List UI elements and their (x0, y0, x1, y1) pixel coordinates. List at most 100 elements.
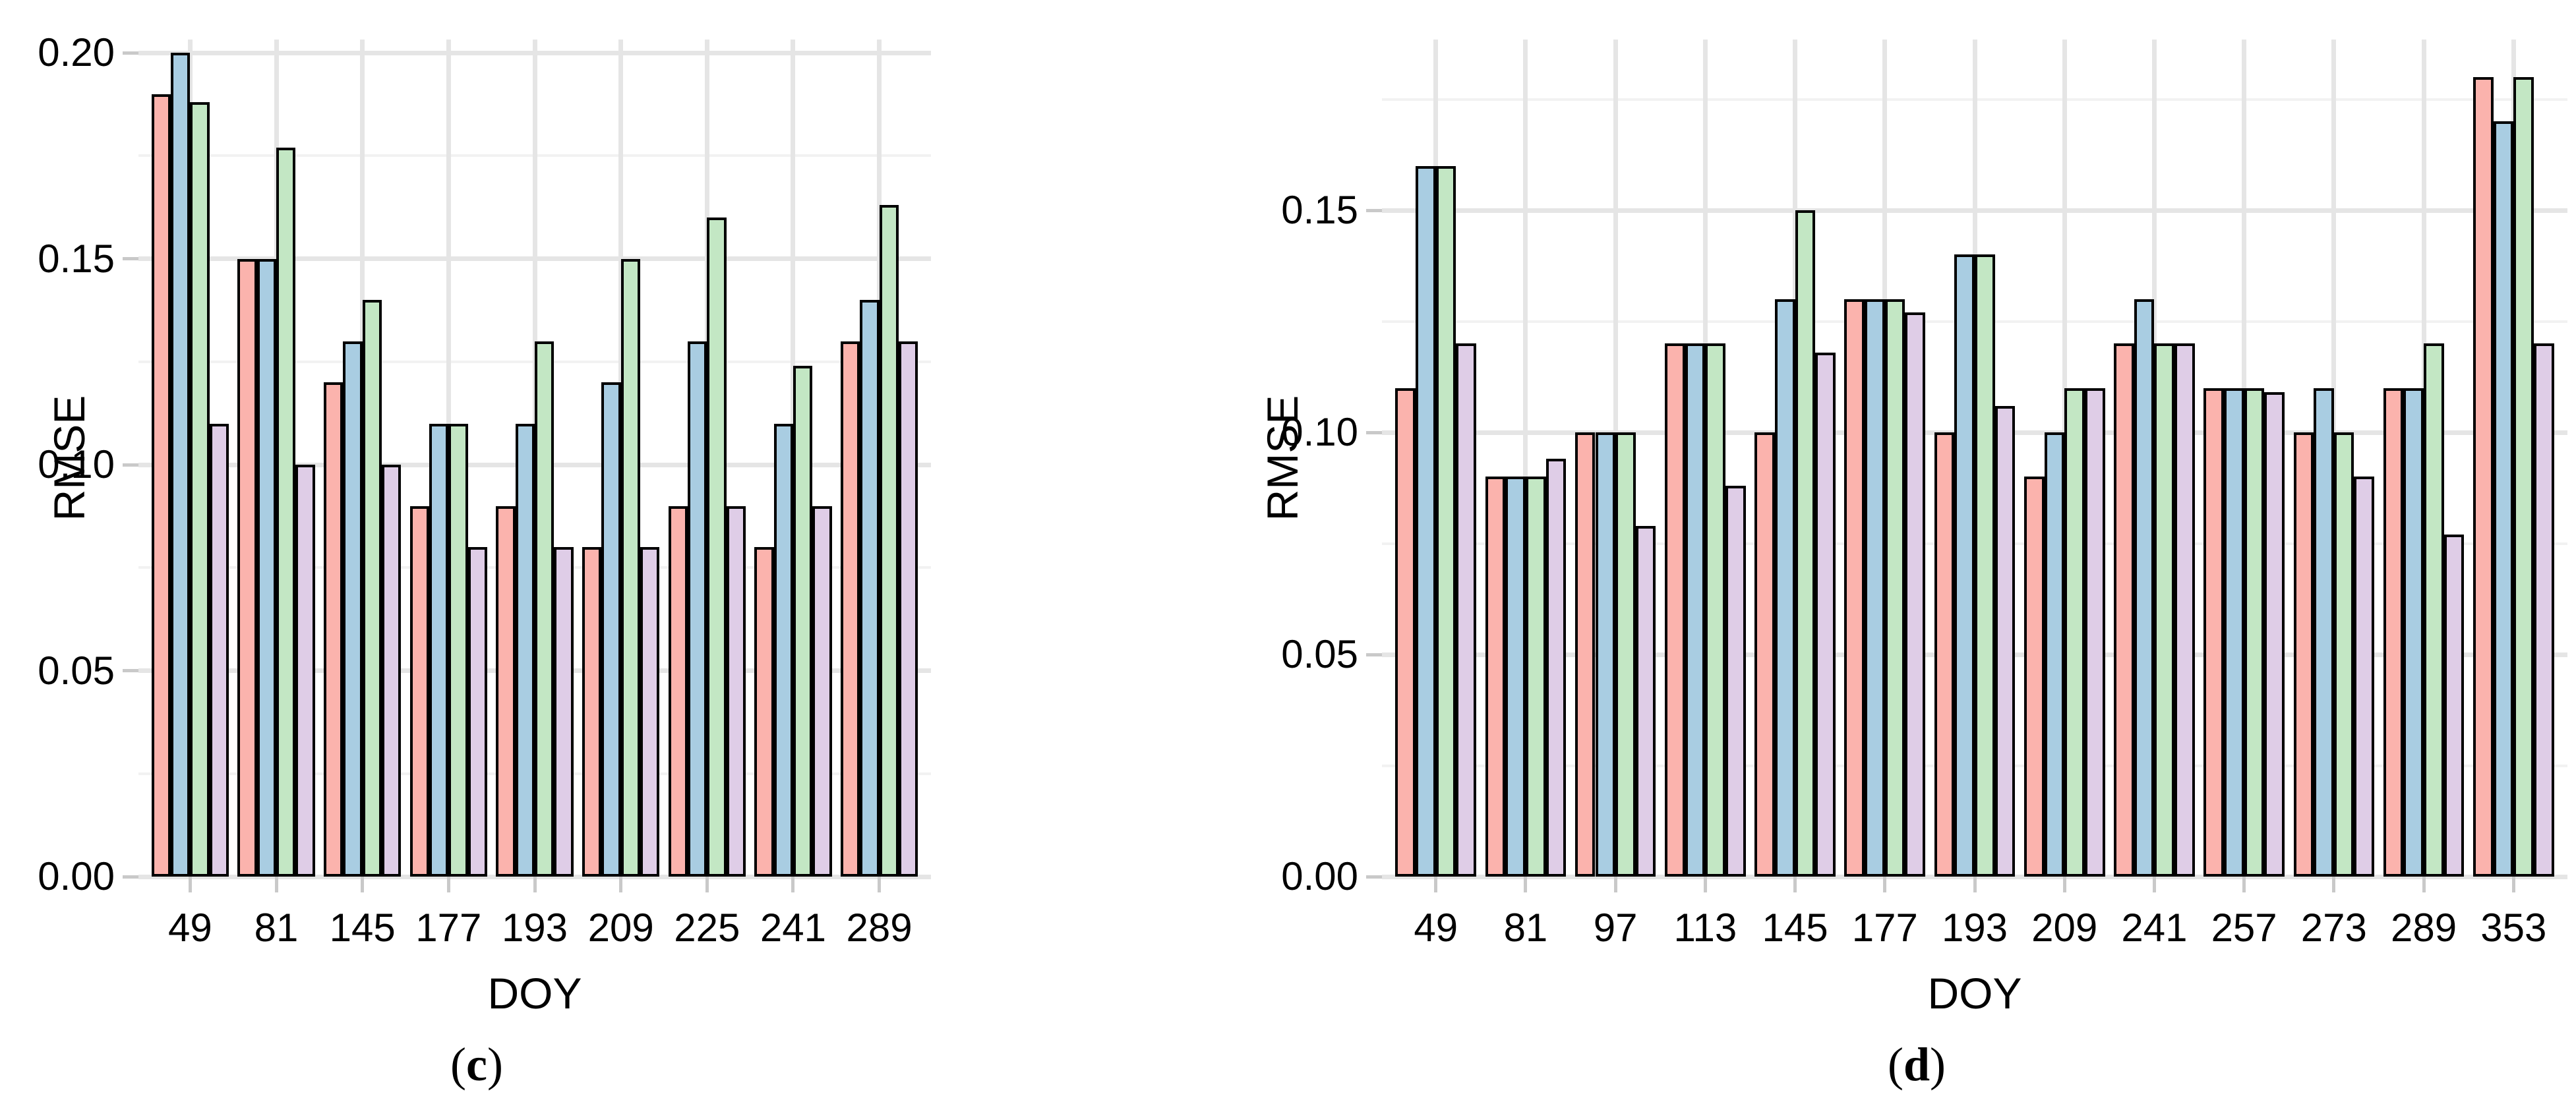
bar-series_1-doy-177 (409, 506, 429, 877)
bar-series_1-doy-241 (754, 547, 774, 877)
bar-series_4-doy-209 (640, 547, 660, 877)
y-tick-label: 0.05 (1281, 632, 1358, 676)
bar-series_3-doy-81 (276, 147, 296, 877)
x-axis-tick (2511, 877, 2515, 892)
bar-series_2-doy-209 (2044, 432, 2065, 877)
bar-series_1-doy-97 (1574, 432, 1596, 877)
x-tick-label: 289 (846, 906, 913, 950)
x-tick-label: 145 (329, 906, 396, 950)
bar-series_3-doy-273 (2333, 432, 2354, 877)
bar-series_4-doy-225 (726, 506, 746, 877)
bar-series_4-doy-257 (2264, 392, 2285, 877)
bar-series_4-doy-289 (899, 341, 918, 877)
bar-series_2-doy-113 (1685, 343, 1706, 877)
bar-series_3-doy-97 (1615, 432, 1636, 877)
x-axis-tick (1703, 877, 1707, 892)
bar-series_1-doy-177 (1844, 299, 1865, 877)
bar-series_4-doy-273 (2354, 477, 2375, 877)
x-axis-tick (1613, 877, 1617, 892)
x-axis-tick (533, 877, 537, 892)
bar-series_3-doy-49 (1435, 165, 1456, 877)
bar-series_2-doy-353 (2493, 121, 2514, 877)
x-axis-tick (2062, 877, 2066, 892)
y-tick-label: 0.20 (38, 30, 115, 74)
y-axis-tick (123, 51, 138, 55)
x-tick-label: 97 (1593, 906, 1638, 950)
bar-series_2-doy-241 (2134, 299, 2155, 877)
bar-series_1-doy-49 (151, 94, 171, 877)
x-axis-tick (1524, 877, 1528, 892)
x-axis-tick (1883, 877, 1887, 892)
bar-series_2-doy-273 (2314, 388, 2334, 877)
vertical-gridline (1523, 40, 1528, 877)
bar-series_1-doy-49 (1395, 388, 1416, 877)
x-tick-label: 145 (1762, 906, 1828, 950)
x-tick-label: 273 (2300, 906, 2367, 950)
bar-series_4-doy-145 (1815, 352, 1836, 877)
bar-series_1-doy-273 (2293, 432, 2314, 877)
bar-series_2-doy-177 (1865, 299, 1885, 877)
bar-series_1-doy-145 (323, 382, 344, 877)
x-axis-tick (2152, 877, 2156, 892)
bar-series_3-doy-241 (793, 366, 813, 877)
bar-series_3-doy-81 (1525, 477, 1546, 877)
bar-series_2-doy-209 (601, 382, 621, 877)
bar-series_4-doy-49 (209, 423, 229, 877)
bar-series_4-doy-353 (2533, 343, 2554, 877)
bar-series_3-doy-289 (879, 205, 899, 877)
x-tick-label: 353 (2480, 906, 2547, 950)
bar-series_1-doy-193 (496, 506, 516, 877)
subplot-caption-d: (d) (1818, 1038, 2016, 1091)
bar-series_1-doy-81 (1485, 477, 1506, 877)
bar-series_2-doy-193 (515, 423, 535, 877)
x-tick-label: 289 (2390, 906, 2457, 950)
bar-series_2-doy-81 (1505, 477, 1526, 877)
bar-series_3-doy-353 (2513, 76, 2534, 877)
bar-series_3-doy-177 (1884, 299, 1905, 877)
y-tick-label: 0.00 (38, 854, 115, 898)
bar-series_4-doy-241 (2174, 343, 2195, 877)
bar-series_2-doy-81 (256, 258, 277, 877)
x-tick-label: 241 (760, 906, 826, 950)
y-tick-label: 0.05 (38, 648, 115, 693)
x-tick-label: 209 (587, 906, 654, 950)
bar-series_2-doy-289 (2403, 388, 2424, 877)
bar-series_2-doy-49 (170, 53, 191, 877)
y-tick-label: 0.10 (1281, 410, 1358, 454)
x-axis-tick (188, 877, 192, 892)
x-axis-tick (446, 877, 450, 892)
bar-series_2-doy-241 (773, 423, 793, 877)
bar-series_4-doy-177 (1905, 312, 1926, 877)
x-axis-title: DOY (1927, 969, 2022, 1018)
bar-series_3-doy-225 (707, 218, 727, 877)
x-tick-label: 113 (1673, 906, 1737, 950)
y-axis-tick (123, 463, 138, 467)
bar-series_4-doy-193 (1994, 405, 2016, 877)
x-tick-label: 49 (1414, 906, 1458, 950)
bar-series_3-doy-193 (1975, 254, 1995, 877)
bar-series_3-doy-145 (362, 300, 382, 877)
bar-series_2-doy-177 (429, 423, 449, 877)
bar-series_1-doy-193 (1934, 432, 1955, 877)
bar-series_4-doy-97 (1635, 525, 1656, 877)
bar-series_2-doy-145 (1774, 299, 1795, 877)
bar-series_3-doy-209 (2064, 388, 2085, 877)
bar-series_4-doy-193 (554, 547, 574, 877)
bar-series_2-doy-193 (1954, 254, 1975, 877)
bar-series_1-doy-113 (1665, 343, 1685, 877)
y-tick-label: 0.15 (38, 236, 115, 281)
x-axis-tick (2242, 877, 2246, 892)
x-axis-tick (2332, 877, 2336, 892)
x-axis-title: DOY (487, 969, 582, 1018)
bar-series_4-doy-241 (812, 506, 832, 877)
x-axis-tick (361, 877, 365, 892)
y-axis-tick (123, 257, 138, 260)
caption-open-paren: ( (450, 1038, 467, 1091)
bar-series_1-doy-289 (2383, 388, 2404, 877)
x-axis-tick (274, 877, 278, 892)
bar-series_3-doy-49 (190, 102, 210, 877)
bar-series_2-doy-225 (687, 341, 707, 877)
x-axis-tick (1973, 877, 1977, 892)
